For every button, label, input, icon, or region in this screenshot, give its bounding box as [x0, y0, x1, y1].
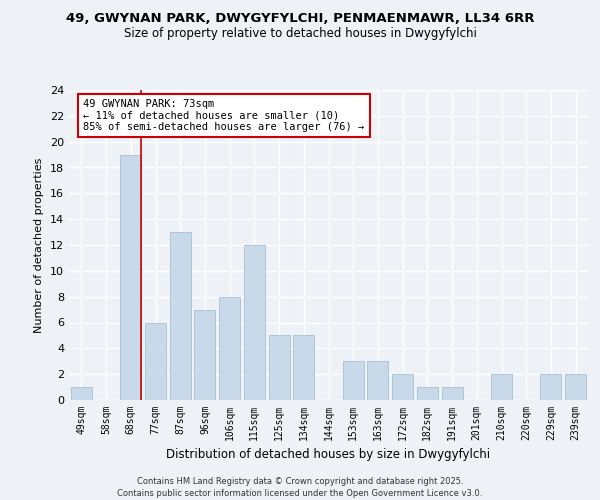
- Bar: [269, 336, 290, 400]
- Bar: [120, 154, 141, 400]
- Y-axis label: Number of detached properties: Number of detached properties: [34, 158, 44, 332]
- Text: Contains HM Land Registry data © Crown copyright and database right 2025.
Contai: Contains HM Land Registry data © Crown c…: [118, 476, 482, 498]
- Bar: [417, 387, 438, 400]
- Bar: [170, 232, 191, 400]
- Bar: [442, 387, 463, 400]
- Text: Size of property relative to detached houses in Dwygyfylchi: Size of property relative to detached ho…: [124, 28, 476, 40]
- Text: 49 GWYNAN PARK: 73sqm
← 11% of detached houses are smaller (10)
85% of semi-deta: 49 GWYNAN PARK: 73sqm ← 11% of detached …: [83, 99, 365, 132]
- Bar: [293, 336, 314, 400]
- Bar: [194, 310, 215, 400]
- Bar: [367, 361, 388, 400]
- X-axis label: Distribution of detached houses by size in Dwygyfylchi: Distribution of detached houses by size …: [166, 448, 491, 462]
- Bar: [71, 387, 92, 400]
- Bar: [244, 245, 265, 400]
- Bar: [219, 296, 240, 400]
- Bar: [541, 374, 562, 400]
- Text: 49, GWYNAN PARK, DWYGYFYLCHI, PENMAENMAWR, LL34 6RR: 49, GWYNAN PARK, DWYGYFYLCHI, PENMAENMAW…: [66, 12, 534, 26]
- Bar: [392, 374, 413, 400]
- Bar: [565, 374, 586, 400]
- Bar: [145, 322, 166, 400]
- Bar: [343, 361, 364, 400]
- Bar: [491, 374, 512, 400]
